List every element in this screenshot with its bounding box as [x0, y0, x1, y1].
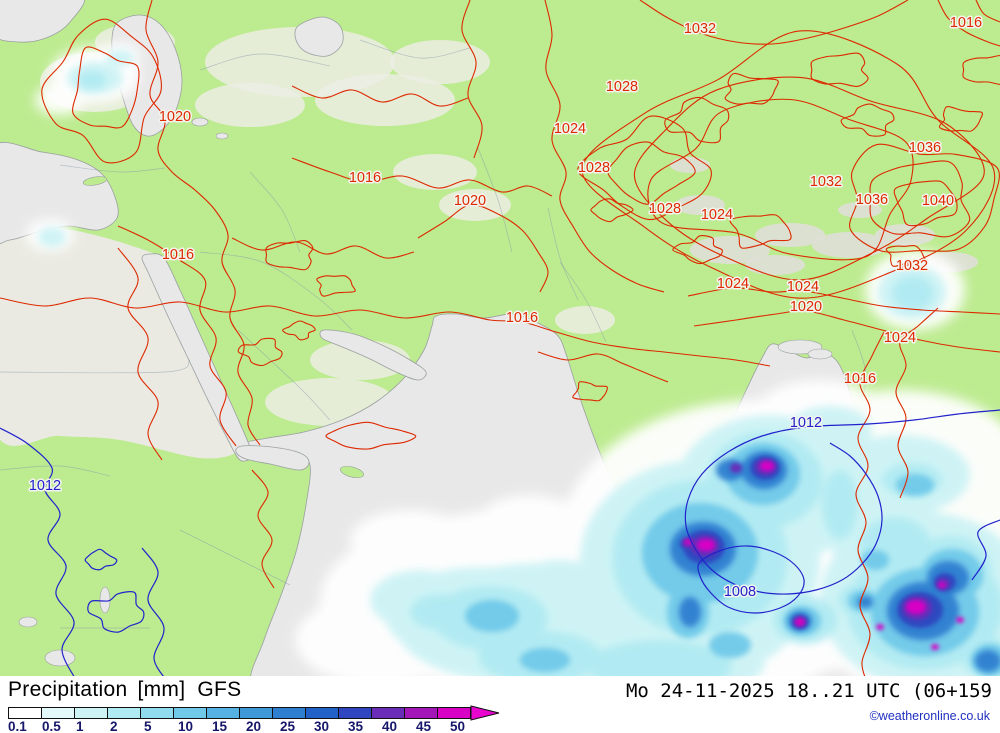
isobar-label: 1024 [717, 276, 749, 292]
legend-value: 15 [212, 719, 228, 733]
isobar-label: 1016 [506, 310, 538, 326]
legend-value: 0.1 [8, 719, 27, 733]
legend-swatch-50 [437, 707, 471, 719]
isobar-lines-red [0, 0, 1000, 676]
country-borders [0, 39, 867, 629]
unit-label: [mm] [137, 678, 186, 701]
precipitation-map: 1016 1032 1028 1024 1020 1028 1016 1020 1028 1024… [0, 0, 1000, 676]
isobar-labels: 1016 1032 1028 1024 1020 1028 1016 1020 1028 1024… [27, 14, 983, 602]
legend-swatch-35 [338, 707, 372, 719]
legend-swatch-0.5 [41, 707, 75, 719]
isobar-label: 1016 [162, 247, 194, 263]
legend-value: 5 [144, 719, 152, 733]
isobar-label: 1032 [896, 258, 928, 274]
isobar-label: 1020 [454, 193, 486, 209]
isobar-label: 1008 [724, 584, 756, 600]
legend-value: 20 [246, 719, 262, 733]
legend-color-bar [8, 705, 500, 721]
legend-value: 50 [450, 719, 466, 733]
precip-layer [684, 461, 964, 650]
isobar-label: 1024 [554, 121, 586, 137]
isobar-label: 1020 [159, 109, 191, 125]
isobar-label: 1028 [606, 79, 638, 95]
isobar-label: 1028 [649, 201, 681, 217]
legend-value: 1 [76, 719, 84, 733]
legend-swatch-25 [272, 707, 306, 719]
legend-swatch-40 [371, 707, 405, 719]
isobar-label: 1016 [950, 15, 982, 31]
isobar-label: 1012 [29, 478, 61, 494]
product-name: Precipitation [8, 678, 128, 701]
isobar-lines-blue [0, 409, 1000, 676]
isobar-label: 1016 [844, 371, 876, 387]
legend-swatch-30 [305, 707, 339, 719]
legend-value: 2 [110, 719, 118, 733]
isobar-label: 1032 [684, 21, 716, 37]
legend-swatch-15 [206, 707, 240, 719]
legend-value: 35 [348, 719, 364, 733]
isobar-label: 1028 [578, 160, 610, 176]
legend-values-row: 0.1 0.5 1 2 5 10 15 20 25 30 35 40 45 50 [8, 719, 484, 733]
legend-swatch-45 [404, 707, 438, 719]
legend-value: 25 [280, 719, 296, 733]
legend-value: 0.5 [42, 719, 61, 733]
isobar-label: 1024 [701, 207, 733, 223]
legend-swatch-2 [107, 707, 141, 719]
legend-swatch-5 [140, 707, 174, 719]
isobar-label: 1020 [790, 299, 822, 315]
legend-value: 30 [314, 719, 330, 733]
legend-arrow-icon [470, 705, 500, 721]
legend-swatch-20 [239, 707, 273, 719]
isobar-label: 1016 [349, 170, 381, 186]
isobar-label: 1024 [787, 279, 819, 295]
legend-swatch-10 [173, 707, 207, 719]
isobar-label: 1036 [856, 192, 888, 208]
isobar-label: 1036 [909, 140, 941, 156]
precipitation-shading [26, 43, 1000, 676]
legend-value: 45 [416, 719, 432, 733]
copyright-link[interactable]: ©weatheronline.co.uk [869, 709, 990, 723]
legend-value: 10 [178, 719, 194, 733]
map-title: Precipitation [mm] GFS [8, 678, 241, 702]
isobar-label: 1012 [790, 415, 822, 431]
isobar-label: 1032 [810, 174, 842, 190]
isobar-label: 1024 [884, 330, 916, 346]
legend-value: 40 [382, 719, 398, 733]
legend-swatch-1 [74, 707, 108, 719]
isobar-label: 1040 [922, 193, 954, 209]
legend-swatch-0.1 [8, 707, 42, 719]
datetime-label: Mo 24-11-2025 18..21 UTC (06+159 [625, 680, 992, 702]
footer-bar: Precipitation [mm] GFS Mo 24-11-2025 18..2… [0, 676, 1000, 733]
model-name: GFS [197, 678, 242, 701]
